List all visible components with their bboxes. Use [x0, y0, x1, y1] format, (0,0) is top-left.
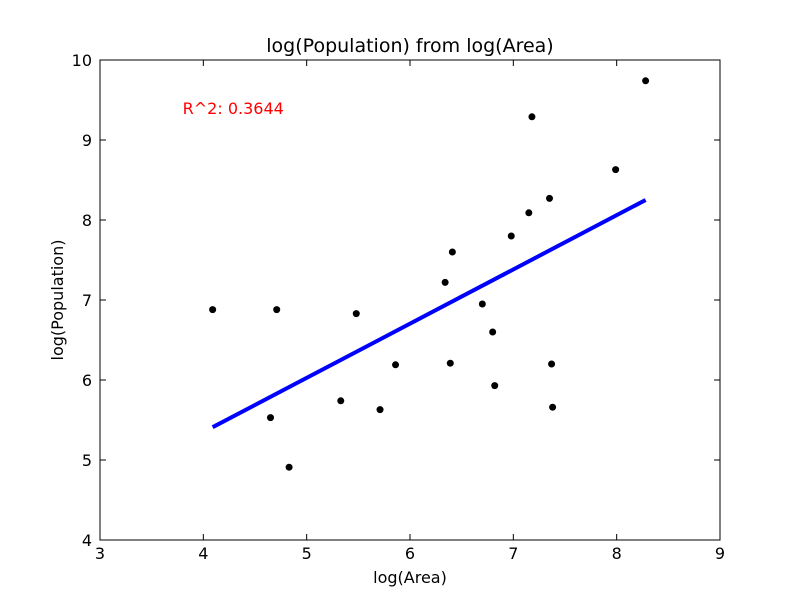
data-point	[507, 232, 515, 240]
axes-frame	[99, 59, 721, 541]
y-tick-label: 4	[82, 531, 92, 550]
data-point	[267, 414, 274, 422]
y-tick-label: 8	[82, 211, 92, 230]
data-point	[491, 382, 499, 390]
x-tick-label: 5	[302, 544, 312, 563]
data-point	[448, 248, 456, 256]
data-point	[642, 77, 650, 85]
chart-title: log(Population) from log(Area)	[266, 35, 553, 57]
x-axis-label: log(Area)	[373, 568, 447, 587]
x-tick-label: 8	[612, 544, 622, 563]
y-tick-label: 7	[82, 291, 92, 310]
data-point	[446, 359, 454, 367]
y-tick-label: 6	[82, 371, 92, 390]
data-point	[489, 328, 497, 336]
data-point	[209, 306, 217, 314]
y-tick-label: 9	[82, 131, 92, 150]
x-tick-label: 3	[95, 544, 105, 563]
y-axis-label: log(Population)	[48, 240, 67, 361]
data-point	[548, 360, 556, 368]
data-point	[478, 300, 486, 308]
data-point	[546, 194, 553, 202]
data-point	[392, 361, 400, 369]
data-point	[352, 310, 360, 318]
data-point	[376, 406, 384, 414]
data-point	[337, 397, 345, 405]
x-tick-label: 6	[405, 544, 415, 563]
y-tick-label: 5	[82, 451, 92, 470]
data-point	[528, 113, 536, 121]
r-squared-annotation: R^2: 0.3644	[183, 99, 284, 118]
x-tick-label: 4	[198, 544, 208, 563]
x-tick-label: 7	[508, 544, 518, 563]
plot-area	[209, 77, 650, 471]
regression-line	[211, 198, 647, 429]
data-point	[549, 403, 557, 411]
data-point	[285, 463, 293, 471]
data-point	[525, 209, 533, 217]
y-tick-label: 10	[72, 51, 92, 70]
x-tick-label: 9	[715, 544, 725, 563]
data-point	[612, 166, 620, 174]
data-point	[273, 306, 281, 314]
data-point	[441, 278, 449, 286]
